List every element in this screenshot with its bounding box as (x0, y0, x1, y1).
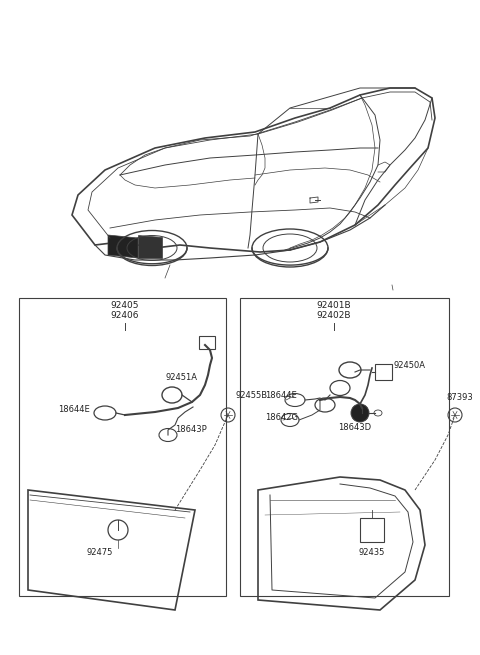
Text: 92451A: 92451A (165, 373, 197, 381)
Polygon shape (138, 235, 162, 258)
Text: 92475: 92475 (87, 548, 113, 557)
Text: 18642G: 18642G (265, 413, 298, 422)
Text: 92406: 92406 (111, 311, 139, 320)
Text: 18644E: 18644E (265, 392, 297, 400)
Text: 92405: 92405 (111, 301, 139, 310)
Text: 18643D: 18643D (338, 424, 371, 432)
Text: 92402B: 92402B (317, 311, 351, 320)
Circle shape (351, 404, 369, 422)
Text: 92450A: 92450A (393, 360, 425, 369)
Text: 18644E: 18644E (58, 405, 90, 415)
Polygon shape (108, 235, 138, 258)
Text: 18643P: 18643P (175, 426, 207, 434)
Text: 92455B: 92455B (235, 390, 267, 400)
Text: 92401B: 92401B (317, 301, 351, 310)
Text: 87393: 87393 (446, 394, 473, 403)
Bar (19, 298, 226, 596)
Bar (240, 298, 449, 596)
Text: 92435: 92435 (359, 548, 385, 557)
